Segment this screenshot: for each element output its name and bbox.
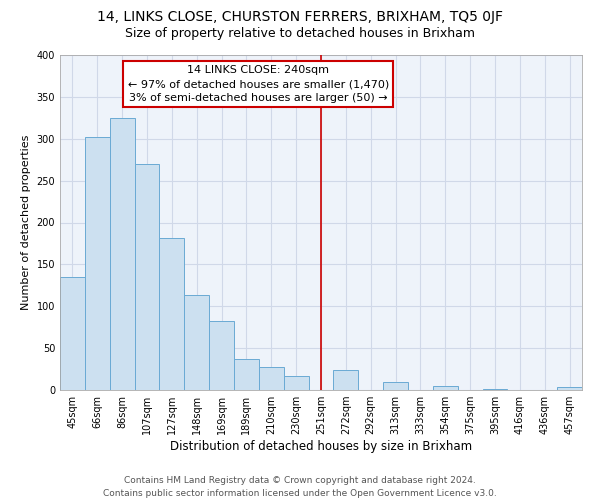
X-axis label: Distribution of detached houses by size in Brixham: Distribution of detached houses by size … <box>170 440 472 453</box>
Text: 14 LINKS CLOSE: 240sqm
← 97% of detached houses are smaller (1,470)
3% of semi-d: 14 LINKS CLOSE: 240sqm ← 97% of detached… <box>128 65 389 103</box>
Bar <box>383 382 408 390</box>
Bar <box>110 118 134 390</box>
Bar <box>334 370 358 390</box>
Bar <box>259 368 284 390</box>
Bar <box>482 389 508 390</box>
Bar <box>184 296 209 390</box>
Text: Contains HM Land Registry data © Crown copyright and database right 2024.
Contai: Contains HM Land Registry data © Crown c… <box>103 476 497 498</box>
Bar <box>60 277 85 390</box>
Bar <box>134 164 160 390</box>
Bar <box>433 386 458 390</box>
Bar <box>209 322 234 390</box>
Bar <box>85 137 110 390</box>
Text: Size of property relative to detached houses in Brixham: Size of property relative to detached ho… <box>125 28 475 40</box>
Text: 14, LINKS CLOSE, CHURSTON FERRERS, BRIXHAM, TQ5 0JF: 14, LINKS CLOSE, CHURSTON FERRERS, BRIXH… <box>97 10 503 24</box>
Bar <box>234 359 259 390</box>
Bar <box>160 238 184 390</box>
Bar <box>284 376 308 390</box>
Y-axis label: Number of detached properties: Number of detached properties <box>21 135 31 310</box>
Bar <box>557 388 582 390</box>
